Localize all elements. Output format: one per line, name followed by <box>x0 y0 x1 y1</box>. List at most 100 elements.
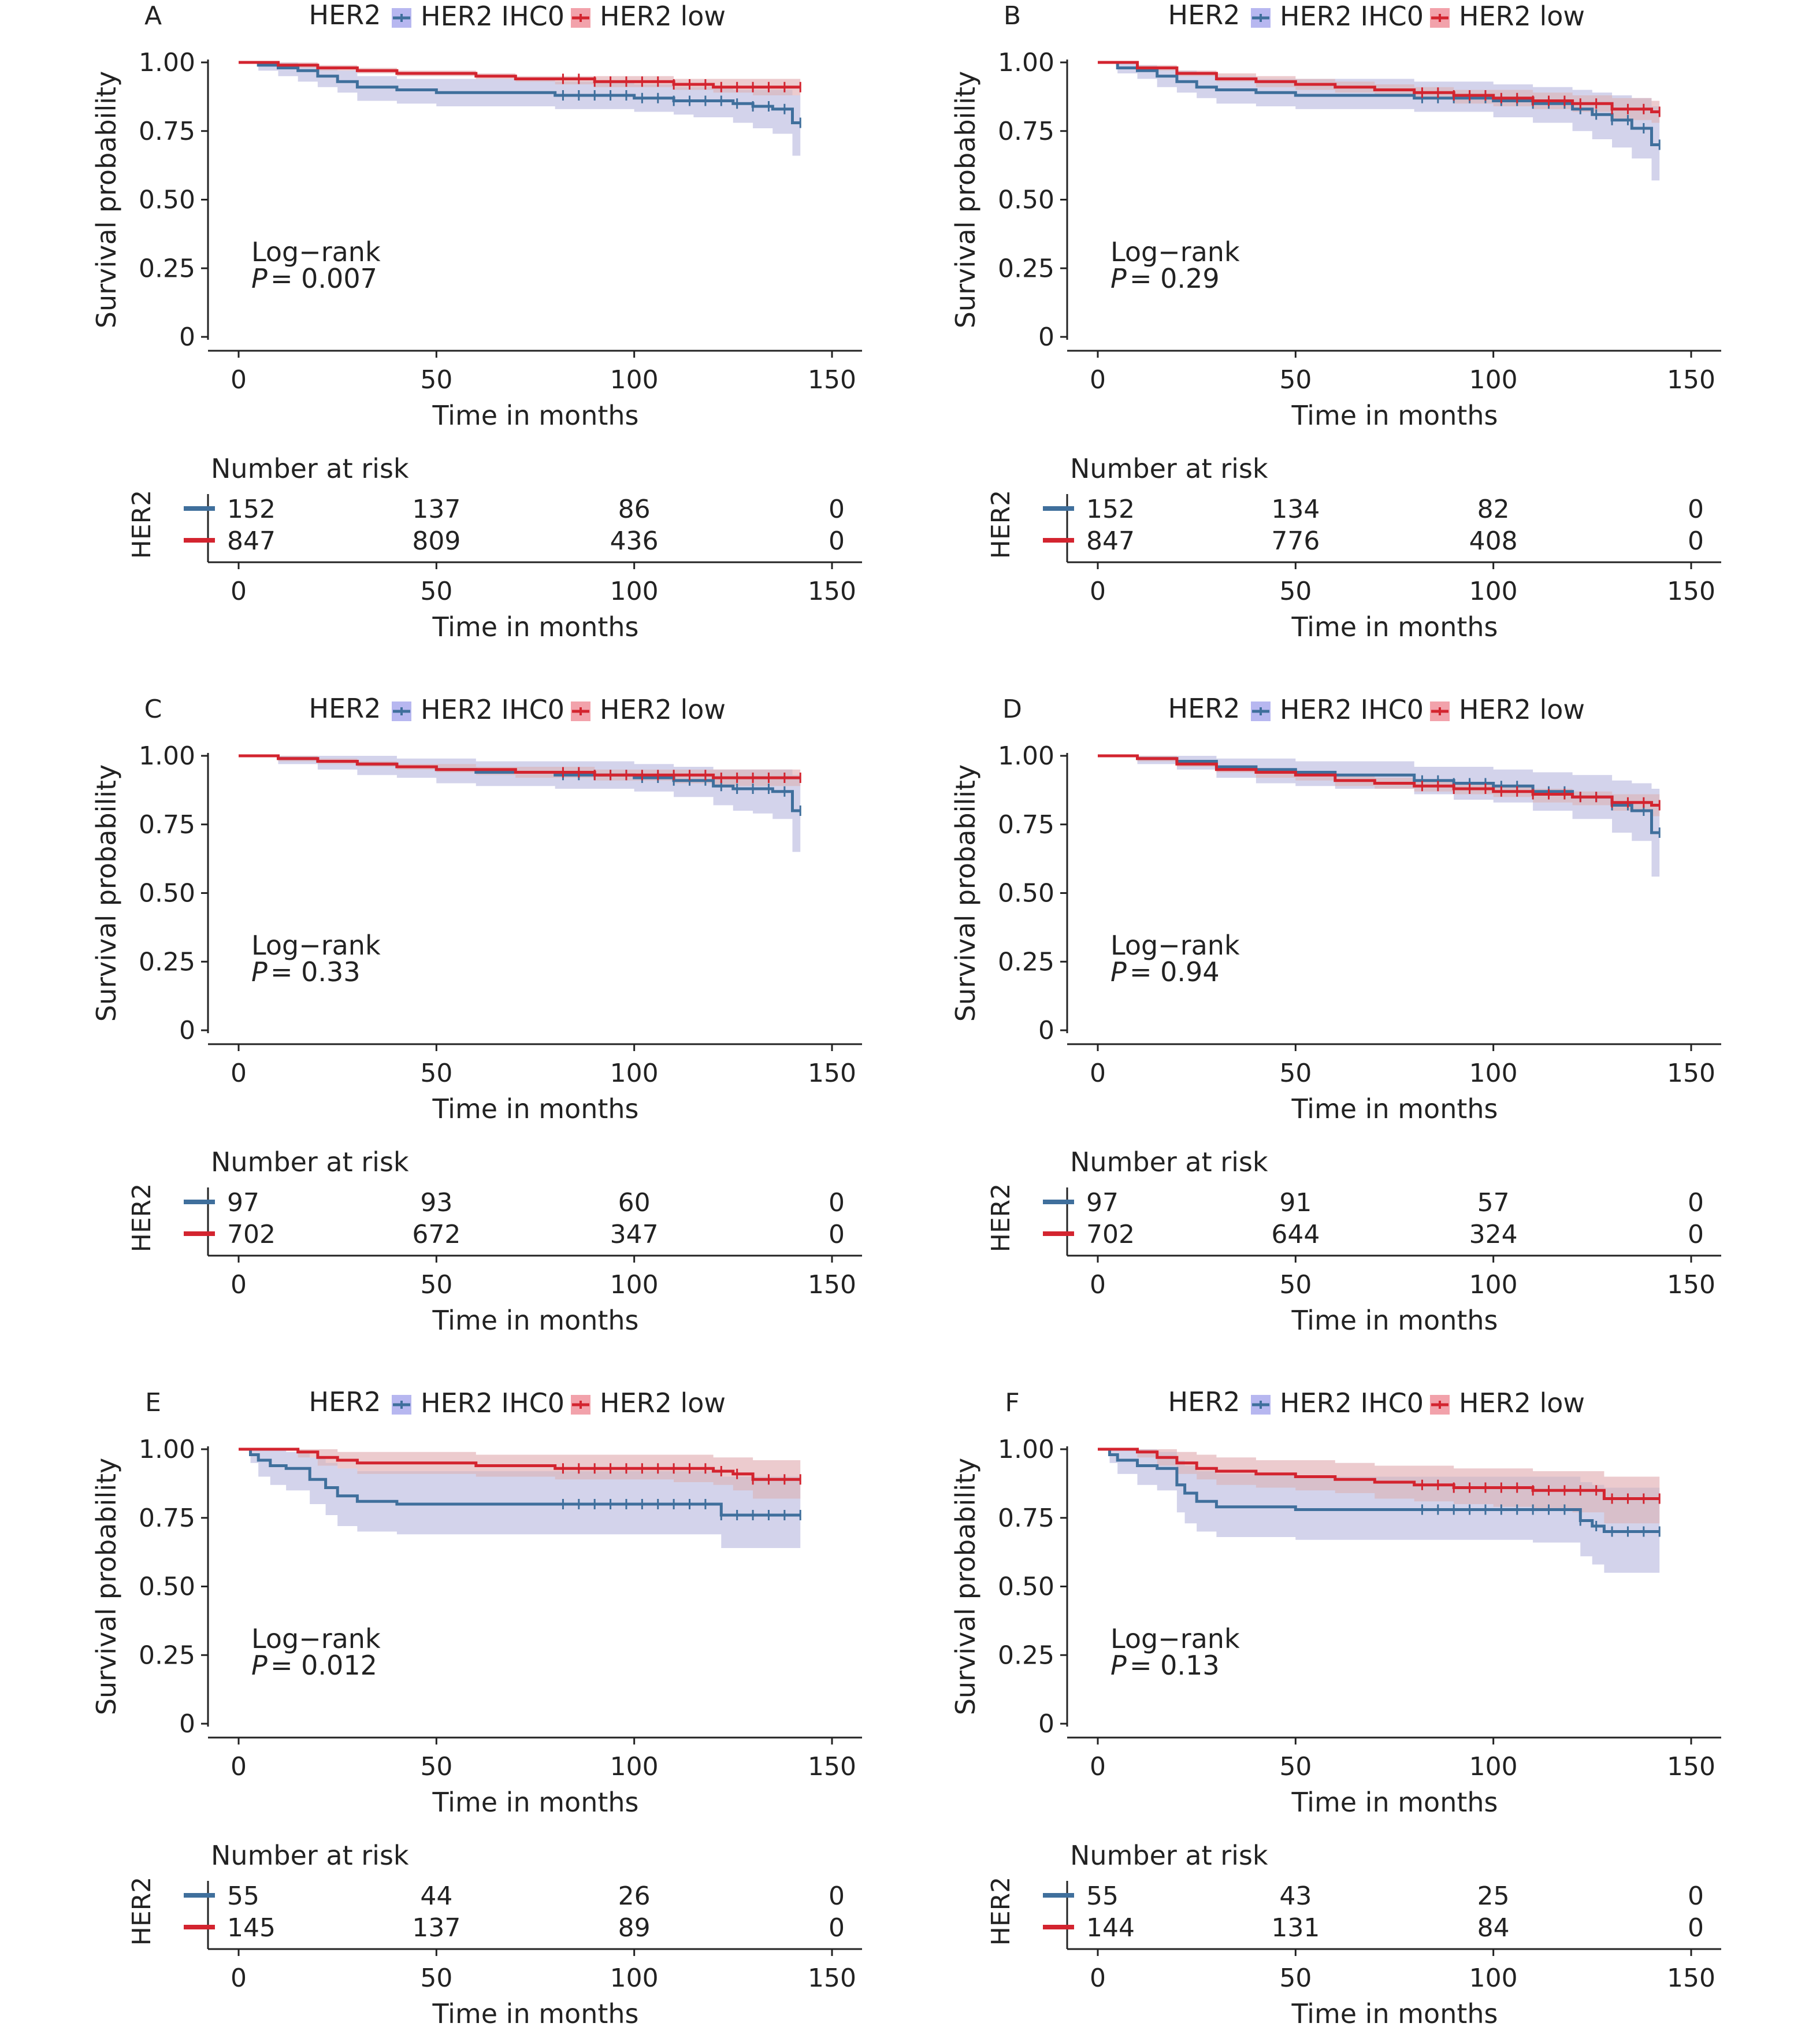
km-panel-c: C HER2 HER2 IHC0 HER2 low Survival probabili… <box>91 693 862 1336</box>
risk-count: 847 <box>227 526 276 556</box>
y-axis-label: Survival probability <box>950 71 981 329</box>
risk-count: 408 <box>1469 526 1518 556</box>
risk-table-title: Number at risk <box>211 1840 409 1871</box>
p-symbol: P <box>251 263 268 294</box>
risk-count: 644 <box>1271 1220 1320 1249</box>
y-tick-label: 0.75 <box>998 810 1054 840</box>
logrank-label: Log−rank <box>1110 930 1240 961</box>
ci-band-overlap <box>1098 62 1660 181</box>
x-tick-label: 150 <box>808 365 856 395</box>
y-tick-label: 0.75 <box>998 117 1054 146</box>
risk-table-title: Number at risk <box>211 453 409 484</box>
risk-x-axis-label: Time in months <box>432 1998 638 2029</box>
risk-count: 809 <box>412 526 460 556</box>
panel-letter: F <box>1005 1388 1019 1417</box>
risk-count: 82 <box>1477 495 1510 524</box>
y-axis-label: Survival probability <box>91 1458 122 1716</box>
risk-count: 55 <box>227 1881 259 1911</box>
p-value: = 0.007 <box>270 263 377 294</box>
risk-x-tick-label: 150 <box>1667 1270 1715 1300</box>
legend: HER2 HER2 IHC0 HER2 low <box>1168 693 1585 725</box>
risk-x-tick-label: 0 <box>1090 1964 1106 1993</box>
km-panel-d: D HER2 HER2 IHC0 HER2 low Survival probabili… <box>950 693 1721 1336</box>
km-panel-f: F HER2 HER2 IHC0 HER2 low Survival probabili… <box>950 1386 1721 2029</box>
y-tick-label: 0.50 <box>139 879 195 908</box>
x-tick-label: 0 <box>1090 365 1106 395</box>
y-tick-label: 1.00 <box>998 48 1054 77</box>
x-tick-label: 150 <box>808 1059 856 1088</box>
risk-count: 89 <box>618 1913 651 1943</box>
y-tick-label: 0.25 <box>139 1640 195 1670</box>
risk-count: 0 <box>829 526 845 556</box>
x-tick-label: 100 <box>610 1059 659 1088</box>
risk-x-tick-label: 150 <box>808 577 856 606</box>
ci-band <box>1098 1449 1660 1524</box>
risk-count: 97 <box>1086 1188 1119 1218</box>
risk-count: 137 <box>412 1913 460 1943</box>
panel-letter: C <box>144 695 162 724</box>
y-tick-label: 0.25 <box>998 254 1054 283</box>
legend-title: HER2 <box>1168 0 1240 31</box>
risk-count: 436 <box>610 526 659 556</box>
panel-letter: B <box>1004 1 1021 31</box>
risk-x-tick-label: 50 <box>420 1270 452 1300</box>
x-tick-label: 50 <box>1279 365 1312 395</box>
logrank-label: Log−rank <box>251 236 381 268</box>
x-tick-label: 150 <box>808 1752 856 1781</box>
risk-count: 0 <box>829 1220 845 1249</box>
risk-x-tick-label: 50 <box>1279 1270 1312 1300</box>
survival-curve <box>1098 1447 1660 1533</box>
x-tick-label: 100 <box>1469 1752 1518 1781</box>
y-tick-label: 0 <box>179 1709 195 1739</box>
survival-curve <box>1098 754 1660 834</box>
risk-count: 0 <box>1688 1188 1704 1218</box>
x-axis-label: Time in months <box>432 400 638 431</box>
risk-count: 84 <box>1477 1913 1510 1943</box>
risk-x-tick-label: 150 <box>1667 1964 1715 1993</box>
y-axis-label: Survival probability <box>91 764 122 1022</box>
legend-label: HER2 IHC0 <box>421 694 564 725</box>
legend-title: HER2 <box>309 0 381 31</box>
x-axis-label: Time in months <box>432 1787 638 1818</box>
risk-count: 97 <box>227 1188 259 1218</box>
legend-item-low: HER2 low <box>571 1387 726 1419</box>
x-tick-label: 0 <box>231 1752 247 1781</box>
risk-count: 91 <box>1279 1188 1312 1218</box>
risk-x-tick-label: 50 <box>1279 1964 1312 1993</box>
risk-count: 702 <box>227 1220 276 1249</box>
risk-count: 86 <box>618 495 651 524</box>
legend-label: HER2 low <box>1459 1387 1585 1419</box>
risk-count: 0 <box>829 1188 845 1218</box>
risk-count: 144 <box>1086 1913 1135 1943</box>
p-value: = 0.33 <box>270 956 361 988</box>
risk-x-axis-label: Time in months <box>432 611 638 643</box>
p-symbol: P <box>251 1650 268 1681</box>
x-axis-label: Time in months <box>432 1093 638 1124</box>
x-tick-label: 100 <box>610 1752 659 1781</box>
risk-count: 131 <box>1271 1913 1320 1943</box>
risk-count: 44 <box>420 1881 452 1911</box>
risk-count: 0 <box>829 1881 845 1911</box>
risk-count: 25 <box>1477 1881 1510 1911</box>
legend-item-low: HER2 low <box>1430 1 1585 32</box>
survival-curve <box>239 754 801 780</box>
risk-x-tick-label: 100 <box>1469 1270 1518 1300</box>
risk-count: 847 <box>1086 526 1135 556</box>
risk-table-title: Number at risk <box>1070 1840 1268 1871</box>
legend-label: HER2 IHC0 <box>1280 1 1424 32</box>
risk-count: 672 <box>412 1220 460 1249</box>
risk-count: 57 <box>1477 1188 1510 1218</box>
risk-x-tick-label: 50 <box>420 577 452 606</box>
risk-x-tick-label: 0 <box>231 577 247 606</box>
x-tick-label: 100 <box>1469 365 1518 395</box>
y-tick-label: 0 <box>179 1016 195 1045</box>
risk-x-tick-label: 150 <box>808 1964 856 1993</box>
risk-x-axis-label: Time in months <box>432 1305 638 1336</box>
legend-label: HER2 low <box>1459 1 1585 32</box>
km-panel-e: E HER2 HER2 IHC0 HER2 low Survival probabili… <box>91 1386 862 2029</box>
risk-count: 60 <box>618 1188 651 1218</box>
